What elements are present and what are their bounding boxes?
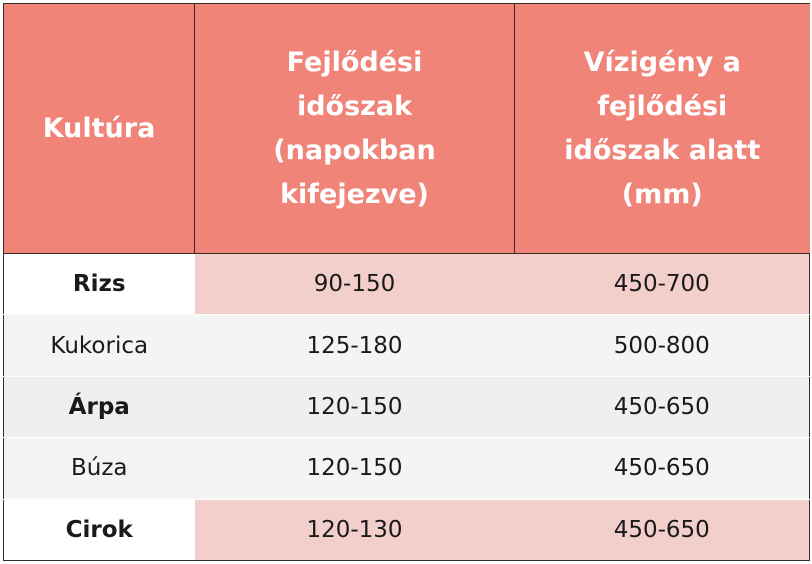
- period-cell: 120-150: [194, 437, 515, 500]
- water-cell: 450-650: [514, 437, 810, 500]
- water-cell: 450-700: [514, 253, 810, 316]
- header-period-line: (napokban: [273, 134, 436, 166]
- header-period: Fejlődési időszak (napokban kifejezve): [194, 3, 515, 254]
- header-water-line: fejlődési: [597, 90, 728, 122]
- header-period-line: időszak: [296, 90, 413, 122]
- header-row: Kultúra Fejlődési időszak (napokban kife…: [3, 3, 810, 254]
- header-crop: Kultúra: [3, 3, 195, 254]
- crop-name-cell: Cirok: [3, 499, 195, 562]
- table-row: Cirok 120-130 450-650: [3, 499, 810, 562]
- crop-name-cell: Kukorica: [3, 314, 195, 377]
- water-cell: 450-650: [514, 499, 810, 562]
- crop-name-cell: Árpa: [3, 375, 195, 439]
- period-cell: 120-150: [194, 375, 515, 439]
- period-cell: 90-150: [194, 253, 515, 316]
- header-water: Vízigény a fejlődési időszak alatt (mm): [514, 3, 810, 254]
- header-water-line: (mm): [621, 178, 703, 210]
- header-period-line: Fejlődési: [286, 46, 423, 78]
- table-row: Búza 120-150 450-650: [3, 437, 810, 500]
- table-row: Kukorica 125-180 500-800: [3, 314, 810, 377]
- crop-water-table: Kultúra Fejlődési időszak (napokban kife…: [3, 3, 810, 562]
- header-water-line: időszak alatt: [564, 134, 761, 166]
- crop-name-cell: Rizs: [3, 253, 195, 316]
- crop-name-cell: Búza: [3, 437, 195, 500]
- table-row: Árpa 120-150 450-650: [3, 375, 810, 439]
- period-cell: 120-130: [194, 499, 515, 562]
- water-cell: 450-650: [514, 375, 810, 439]
- period-cell: 125-180: [194, 314, 515, 377]
- table-row: Rizs 90-150 450-700: [3, 253, 810, 316]
- water-cell: 500-800: [514, 314, 810, 377]
- header-period-line: kifejezve): [280, 178, 429, 210]
- header-water-line: Vízigény a: [583, 46, 741, 78]
- header-crop-line: Kultúra: [42, 112, 156, 144]
